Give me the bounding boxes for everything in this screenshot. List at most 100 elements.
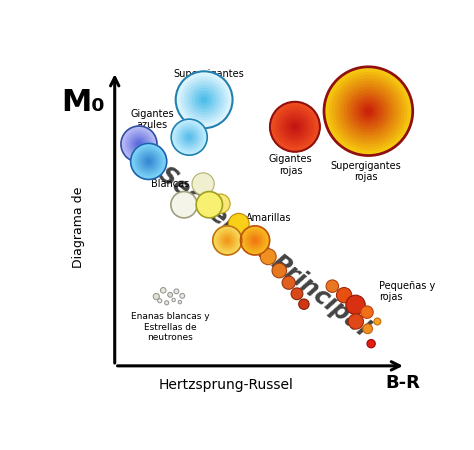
Circle shape — [137, 142, 141, 146]
Circle shape — [330, 73, 407, 149]
Circle shape — [193, 88, 216, 111]
Circle shape — [367, 339, 375, 348]
Circle shape — [287, 119, 302, 134]
Circle shape — [270, 102, 320, 152]
Circle shape — [182, 130, 196, 144]
Circle shape — [218, 231, 237, 249]
Circle shape — [348, 314, 364, 329]
Circle shape — [211, 194, 230, 213]
Circle shape — [291, 288, 303, 300]
Text: Supergigantes
rojas: Supergigantes rojas — [330, 161, 401, 182]
Circle shape — [144, 157, 153, 166]
Circle shape — [178, 126, 201, 148]
Circle shape — [171, 119, 207, 155]
Circle shape — [282, 276, 295, 289]
Circle shape — [168, 292, 173, 297]
Circle shape — [172, 298, 175, 302]
Text: Gigantes
rojas: Gigantes rojas — [269, 154, 312, 176]
Circle shape — [365, 108, 371, 114]
Circle shape — [137, 150, 160, 173]
Text: Secuencia Principal: Secuencia Principal — [154, 162, 374, 341]
Circle shape — [260, 249, 276, 265]
Circle shape — [173, 122, 205, 153]
Text: Enanas blancas y
Estrellas de
neutrones: Enanas blancas y Estrellas de neutrones — [131, 312, 210, 342]
Circle shape — [272, 263, 287, 278]
Circle shape — [121, 126, 157, 162]
Circle shape — [217, 230, 238, 252]
Circle shape — [174, 289, 179, 294]
Circle shape — [251, 237, 259, 244]
Circle shape — [176, 71, 233, 128]
Circle shape — [363, 105, 374, 117]
Circle shape — [299, 299, 309, 309]
Text: Pequeñas y
rojas: Pequeñas y rojas — [379, 280, 435, 302]
Circle shape — [146, 159, 151, 164]
Circle shape — [179, 74, 230, 125]
Circle shape — [356, 99, 380, 123]
Circle shape — [220, 233, 235, 248]
Circle shape — [336, 79, 401, 144]
Text: Amarillas: Amarillas — [246, 213, 292, 223]
Circle shape — [199, 94, 210, 105]
Circle shape — [153, 293, 159, 300]
Circle shape — [135, 140, 144, 148]
Circle shape — [339, 81, 398, 141]
Circle shape — [324, 67, 413, 156]
Circle shape — [123, 128, 155, 160]
Circle shape — [164, 301, 169, 305]
Text: Hertzsprung-Russel: Hertzsprung-Russel — [158, 378, 293, 392]
Circle shape — [280, 112, 310, 142]
Circle shape — [142, 155, 155, 168]
Text: B-R: B-R — [385, 374, 420, 392]
Circle shape — [201, 97, 207, 103]
Text: Azules: Azules — [185, 106, 217, 117]
Circle shape — [133, 146, 164, 177]
Circle shape — [327, 70, 410, 153]
Circle shape — [359, 102, 377, 120]
Circle shape — [248, 233, 262, 248]
Circle shape — [345, 87, 392, 135]
Circle shape — [224, 237, 231, 244]
Circle shape — [253, 238, 257, 242]
Circle shape — [342, 85, 395, 138]
Circle shape — [215, 228, 240, 253]
Circle shape — [326, 280, 338, 292]
Circle shape — [283, 114, 307, 139]
Circle shape — [171, 192, 197, 218]
Text: Diagrama de: Diagrama de — [72, 187, 85, 268]
Circle shape — [135, 148, 162, 175]
Circle shape — [192, 173, 214, 195]
Circle shape — [161, 288, 166, 293]
Circle shape — [246, 232, 264, 250]
Circle shape — [182, 77, 227, 122]
Circle shape — [337, 288, 352, 303]
Circle shape — [196, 192, 222, 218]
Text: M₀: M₀ — [62, 88, 105, 117]
Circle shape — [130, 135, 148, 153]
Circle shape — [285, 117, 305, 137]
Circle shape — [132, 137, 146, 151]
Circle shape — [196, 91, 213, 108]
Circle shape — [158, 299, 162, 303]
Circle shape — [226, 238, 229, 242]
Circle shape — [346, 295, 365, 315]
Circle shape — [333, 76, 404, 147]
Circle shape — [240, 226, 270, 255]
Circle shape — [187, 83, 221, 117]
Circle shape — [242, 228, 268, 253]
Circle shape — [351, 94, 386, 129]
Circle shape — [140, 153, 158, 171]
Circle shape — [131, 144, 167, 180]
Circle shape — [190, 86, 219, 114]
Circle shape — [363, 324, 373, 333]
Circle shape — [126, 130, 153, 158]
Circle shape — [246, 231, 264, 249]
Text: Supergigantes
azules: Supergigantes azules — [173, 68, 244, 90]
Circle shape — [185, 133, 194, 142]
Circle shape — [347, 90, 389, 132]
Circle shape — [176, 124, 203, 151]
Circle shape — [178, 300, 182, 304]
Circle shape — [361, 306, 373, 319]
Circle shape — [180, 128, 198, 146]
Circle shape — [213, 226, 242, 255]
